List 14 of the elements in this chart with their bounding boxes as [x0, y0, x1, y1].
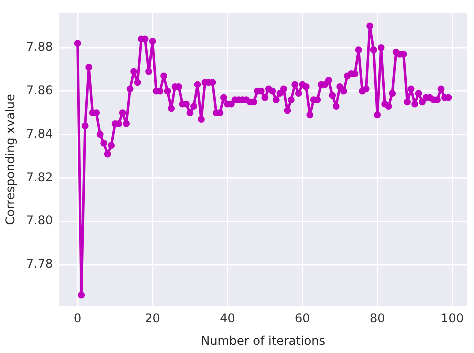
x-tick-label: 80 [370, 312, 386, 326]
x-tick-label: 60 [295, 312, 310, 326]
y-tick-label: 7.78 [26, 257, 54, 272]
y-tick-label: 7.84 [26, 126, 54, 141]
x-axis-title: Number of iterations [201, 334, 326, 348]
x-tick-label: 0 [74, 312, 82, 326]
x-tick-label: 20 [145, 312, 160, 326]
x-tick-label: 40 [220, 312, 236, 326]
y-tick-label: 7.88 [26, 40, 54, 54]
y-tick-label: 7.82 [26, 170, 54, 184]
y-tick-label: 7.80 [26, 214, 54, 228]
y-axis-title: Corresponding xvalue [3, 94, 18, 226]
y-tick-label: 7.86 [26, 83, 54, 98]
x-tick-label: 100 [441, 312, 464, 326]
